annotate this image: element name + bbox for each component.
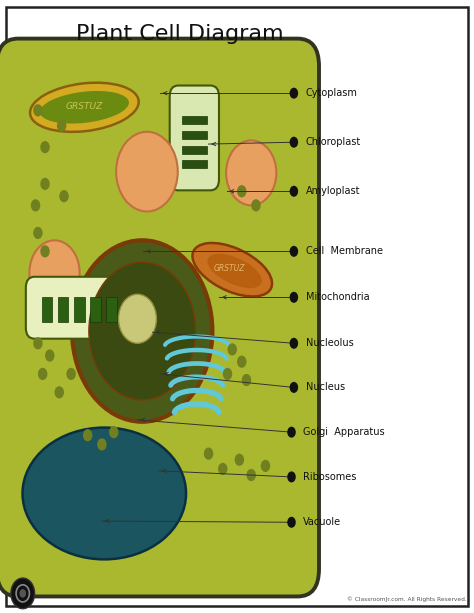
Circle shape	[261, 460, 270, 472]
Bar	[90, 297, 100, 321]
Circle shape	[38, 368, 47, 380]
Ellipse shape	[192, 243, 272, 297]
Circle shape	[29, 240, 80, 305]
Circle shape	[237, 356, 246, 368]
Bar	[106, 297, 117, 321]
Text: Cell  Membrane: Cell Membrane	[306, 246, 383, 256]
Ellipse shape	[40, 91, 129, 124]
Text: GRSTUZ: GRSTUZ	[66, 102, 103, 110]
Circle shape	[89, 262, 195, 400]
Circle shape	[31, 199, 40, 211]
Circle shape	[55, 386, 64, 398]
Circle shape	[11, 578, 35, 609]
Text: Chloroplast: Chloroplast	[306, 137, 361, 147]
Bar	[182, 146, 207, 154]
Text: Ribosomes: Ribosomes	[303, 472, 357, 482]
Circle shape	[218, 463, 228, 475]
Circle shape	[251, 199, 261, 211]
Circle shape	[226, 140, 276, 205]
Bar	[182, 131, 207, 139]
Circle shape	[33, 337, 43, 349]
Text: Vacuole: Vacuole	[303, 517, 341, 527]
FancyBboxPatch shape	[170, 85, 219, 191]
Circle shape	[45, 349, 55, 362]
Circle shape	[287, 471, 296, 482]
Circle shape	[246, 469, 256, 481]
Bar	[182, 116, 207, 124]
FancyBboxPatch shape	[0, 39, 319, 596]
Circle shape	[290, 382, 298, 393]
Circle shape	[290, 186, 298, 197]
Text: Mitochondria: Mitochondria	[306, 292, 369, 302]
Text: Nucleolus: Nucleolus	[306, 338, 354, 348]
Circle shape	[290, 246, 298, 257]
Bar	[74, 297, 84, 321]
Circle shape	[287, 427, 296, 438]
Circle shape	[228, 343, 237, 356]
Text: Nucleus: Nucleus	[306, 383, 345, 392]
Circle shape	[40, 178, 50, 190]
Ellipse shape	[23, 428, 186, 559]
Circle shape	[97, 438, 107, 451]
Ellipse shape	[30, 83, 139, 132]
Text: Amyloplast: Amyloplast	[306, 186, 360, 196]
Circle shape	[59, 190, 69, 202]
Circle shape	[290, 338, 298, 349]
FancyBboxPatch shape	[26, 277, 140, 339]
Circle shape	[109, 426, 118, 438]
Circle shape	[33, 227, 43, 239]
Text: GRSTUZ: GRSTUZ	[214, 264, 246, 273]
Bar	[42, 297, 52, 321]
Circle shape	[118, 294, 156, 343]
Circle shape	[290, 88, 298, 99]
Circle shape	[72, 240, 212, 422]
Circle shape	[290, 292, 298, 303]
Circle shape	[204, 447, 213, 460]
Circle shape	[237, 185, 246, 197]
Text: Cytoplasm: Cytoplasm	[306, 88, 357, 98]
Text: Golgi  Apparatus: Golgi Apparatus	[303, 427, 385, 437]
Bar	[58, 297, 68, 321]
Circle shape	[19, 589, 26, 598]
Text: Plant Cell Diagram: Plant Cell Diagram	[76, 25, 284, 44]
Circle shape	[290, 137, 298, 148]
Circle shape	[33, 104, 43, 116]
Circle shape	[223, 368, 232, 380]
Circle shape	[40, 141, 50, 153]
Text: © ClassroomJr.com. All Rights Reserved.: © ClassroomJr.com. All Rights Reserved.	[347, 596, 467, 602]
Circle shape	[83, 429, 92, 441]
Circle shape	[57, 120, 66, 132]
Circle shape	[287, 517, 296, 528]
Circle shape	[66, 368, 76, 380]
Circle shape	[40, 245, 50, 257]
Ellipse shape	[208, 254, 262, 288]
Bar	[182, 161, 207, 169]
Circle shape	[242, 374, 251, 386]
Circle shape	[235, 454, 244, 466]
Circle shape	[116, 132, 178, 211]
